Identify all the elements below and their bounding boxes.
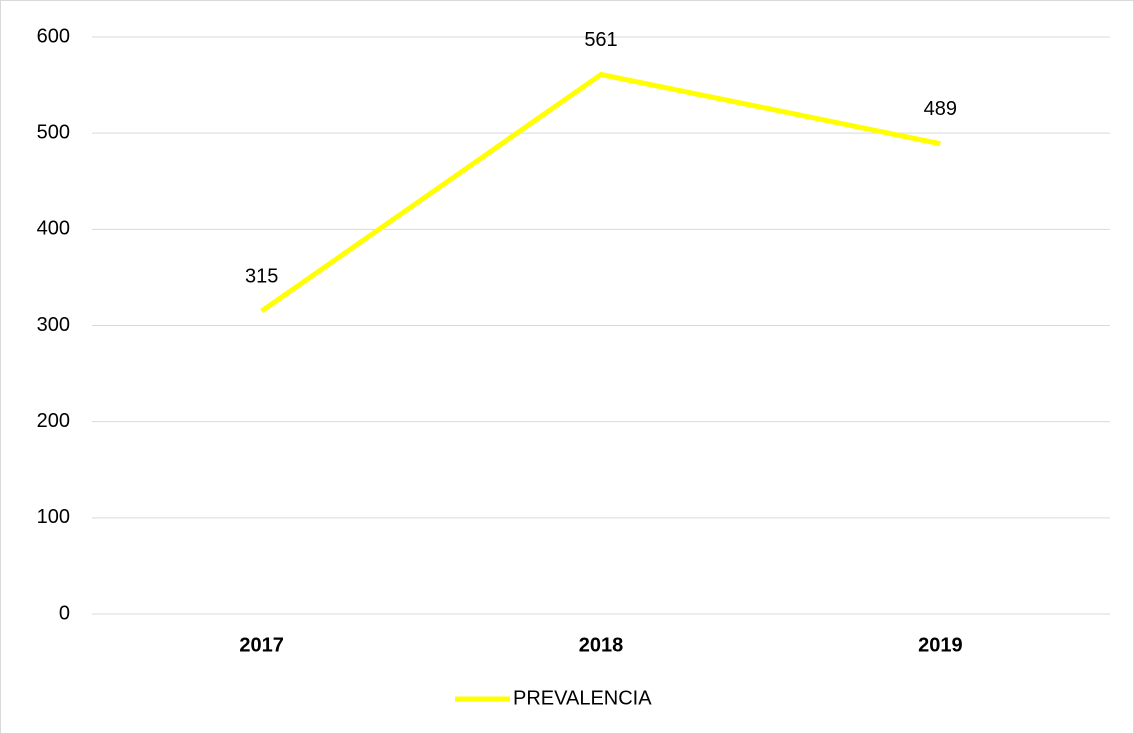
- legend-label: PREVALENCIA: [513, 687, 652, 709]
- data-label: 561: [584, 29, 617, 51]
- y-tick-label: 400: [37, 218, 70, 240]
- y-tick-label: 100: [37, 506, 70, 528]
- y-tick-label: 300: [37, 314, 70, 336]
- x-tick-label: 2019: [918, 634, 963, 656]
- data-label: 489: [924, 98, 957, 120]
- series-line: [260, 72, 941, 314]
- y-tick-label: 600: [37, 25, 70, 47]
- x-tick-label: 2018: [579, 634, 624, 656]
- y-tick-label: 500: [37, 121, 70, 143]
- y-tick-label: 200: [37, 410, 70, 432]
- x-tick-label: 2017: [239, 634, 284, 656]
- data-label: 315: [245, 265, 278, 287]
- y-tick-label: 0: [59, 602, 70, 624]
